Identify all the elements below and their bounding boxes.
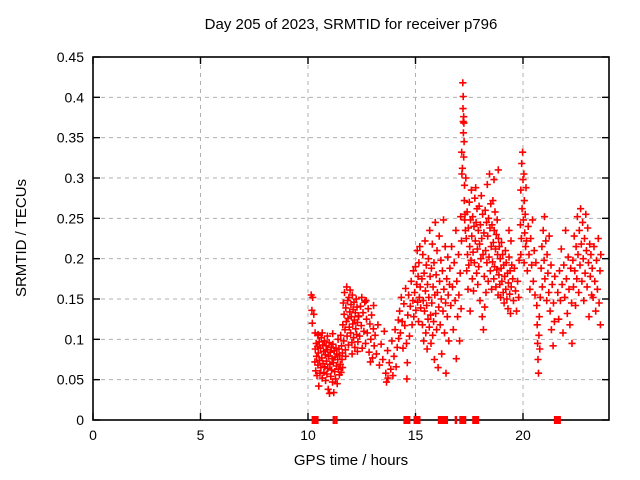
y-tick-label: 0.3 [65,170,85,186]
y-tick-label: 0.15 [57,291,84,307]
x-tick-label: 15 [408,427,424,443]
y-tick-label: 0.2 [65,251,85,267]
tick-labels: 0 5 10 15 20 0 0.05 0.1 0.15 0.2 0.25 0.3 0.35 0.4 0.4… [57,49,531,443]
y-tick-label: 0.1 [65,331,85,347]
data-points [307,79,605,397]
grid-lines [93,57,609,420]
y-tick-label: 0 [76,412,84,428]
x-tick-label: 10 [300,427,316,443]
y-tick-label: 0.4 [65,89,85,105]
x-axis-title: GPS time / hours [293,452,409,469]
y-tick-label: 0.45 [57,49,84,65]
y-tick-label: 0.25 [57,210,84,226]
chart-title: Day 205 of 2023, SRMTID for receiver p79… [204,16,498,33]
y-tick-label: 0.35 [57,130,84,146]
x-tick-label: 0 [89,427,97,443]
x-tick-label: 20 [515,427,531,443]
x-tick-label: 5 [197,427,205,443]
zero-markers [311,416,561,424]
y-tick-label: 0.05 [57,372,84,388]
plot-border [92,56,610,421]
